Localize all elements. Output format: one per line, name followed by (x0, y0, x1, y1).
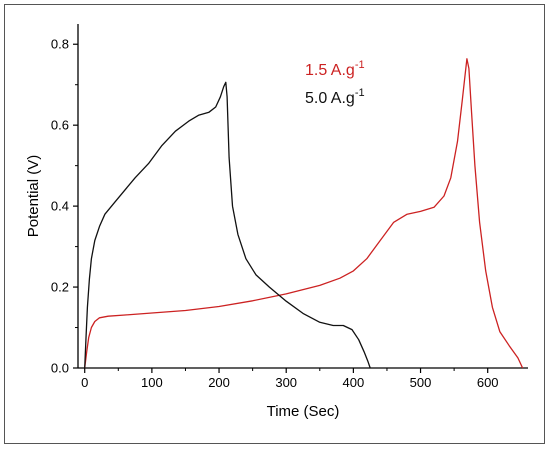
y-tick-label: 0.4 (51, 199, 69, 214)
x-axis-title: Time (Sec) (267, 403, 340, 420)
legend: 1.5 A.g-1 5.0 A.g-1 (305, 59, 365, 107)
series-line-black (84, 81, 371, 369)
x-tick-label: 400 (343, 375, 365, 390)
y-tick-label: 0.0 (51, 361, 69, 376)
y-tick-label: 0.8 (51, 37, 69, 52)
legend-entry: 5.0 A.g-1 (305, 87, 365, 107)
x-tick-label: 0 (81, 375, 88, 390)
axes-group: 0 100 200 300 400 500 600 0.0 0.2 0.4 0.6 0.8 (51, 24, 528, 390)
x-tick-label: 100 (141, 375, 163, 390)
series-line-red (84, 58, 524, 369)
x-tick-label: 200 (208, 375, 230, 390)
x-tick-label: 300 (275, 375, 297, 390)
y-axis-title: Potential (V) (25, 155, 42, 238)
chart-frame (4, 4, 545, 444)
plot-group (84, 58, 524, 369)
y-tick-label: 0.6 (51, 118, 69, 133)
legend-entry: 1.5 A.g-1 (305, 59, 365, 79)
y-tick-label: 0.2 (51, 280, 69, 295)
x-tick-label: 500 (410, 375, 432, 390)
x-tick-label: 600 (477, 375, 499, 390)
